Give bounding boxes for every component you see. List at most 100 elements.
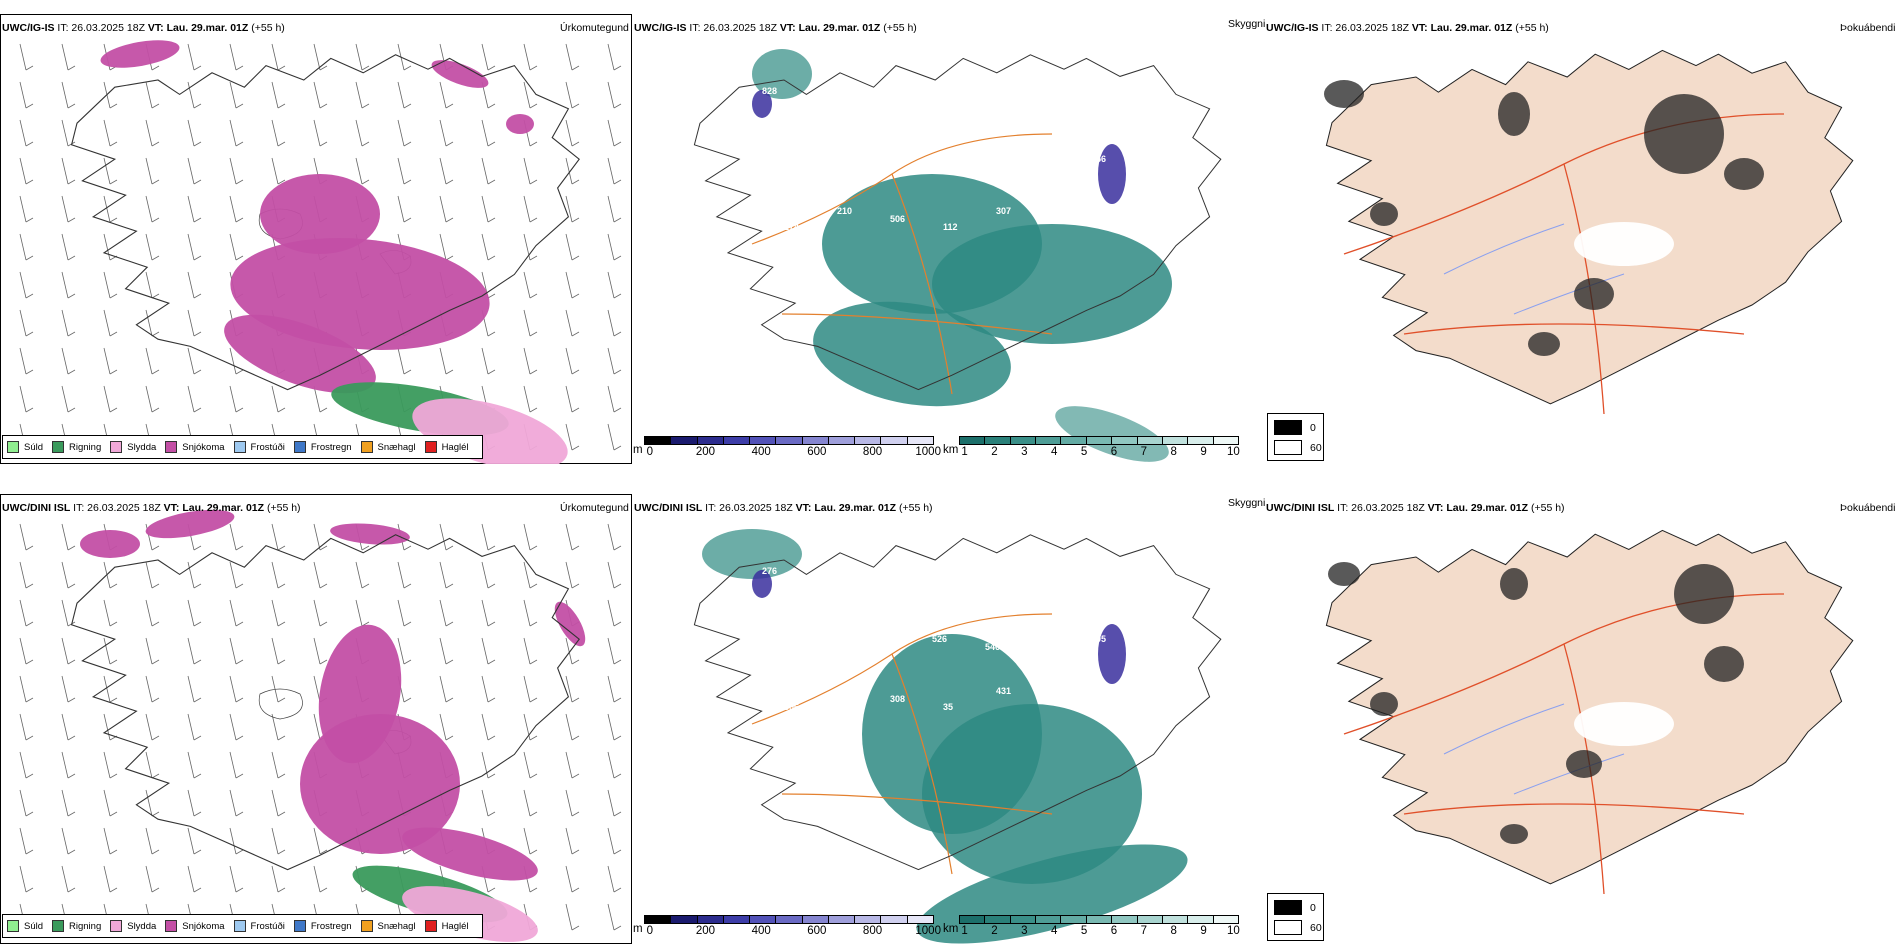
wind-barb-flag xyxy=(613,141,622,147)
wind-barb xyxy=(19,751,27,779)
wind-barb xyxy=(145,271,153,299)
cloud-base-colorbar: m 0 200 400 600 800 1000 xyxy=(633,436,941,460)
fog-legend-swatch xyxy=(1274,920,1302,935)
wind-barb-flag xyxy=(319,583,328,589)
fog-legend-swatch xyxy=(1274,900,1302,915)
colorbar-tick-label: 7 xyxy=(1140,925,1147,937)
wind-barb xyxy=(61,675,69,703)
model-name: UWC/IG-IS xyxy=(1266,22,1319,34)
area-blob xyxy=(1644,94,1724,174)
cloud-height-label: 112 xyxy=(943,222,958,232)
wind-barb-flag xyxy=(613,773,622,779)
legend-item: Rigning xyxy=(52,920,101,932)
wind-barb-flag xyxy=(25,621,34,627)
wind-barb-flag xyxy=(109,887,118,893)
wind-barb xyxy=(565,903,573,931)
colorbar-tick-label: 1 xyxy=(961,446,968,458)
wind-barb-flag xyxy=(235,849,244,855)
legend-item: Slydda xyxy=(110,441,156,453)
wind-barb xyxy=(607,599,615,627)
cloud-height-label: 376 xyxy=(1027,102,1042,112)
wind-barb-flag xyxy=(487,659,496,665)
wind-barb-flag xyxy=(571,369,580,375)
wind-barb xyxy=(19,713,27,741)
wind-barb xyxy=(61,789,69,817)
cloud-height-label: 134 xyxy=(815,574,830,584)
wind-barb-flag xyxy=(277,407,286,413)
wind-barb-flag xyxy=(151,887,160,893)
wind-barb xyxy=(229,789,237,817)
wind-barb xyxy=(607,637,615,665)
wind-barb xyxy=(565,43,573,71)
area-blob xyxy=(932,224,1172,344)
legend-swatch xyxy=(293,441,306,453)
legend-swatch xyxy=(52,920,65,932)
wind-barb-flag xyxy=(67,773,76,779)
wind-barb-flag xyxy=(571,849,580,855)
cloud-height-label: 430 xyxy=(815,94,830,104)
cloud-height-label: 740 xyxy=(773,634,788,644)
wind-barb-flag xyxy=(529,583,538,589)
wind-barb xyxy=(187,561,195,589)
wind-barb-flag xyxy=(613,697,622,703)
precip-panel-title: Úrkomutegund xyxy=(560,502,629,514)
wind-barb-flag xyxy=(571,103,580,109)
wind-barb xyxy=(481,523,489,551)
wind-barb xyxy=(103,309,111,337)
cloud-height-label: 353 xyxy=(985,162,1000,172)
wind-barb-flag xyxy=(403,179,412,185)
wind-barb xyxy=(565,423,573,451)
wind-barb xyxy=(607,751,615,779)
wind-barb xyxy=(19,561,27,589)
wind-barb-flag xyxy=(67,103,76,109)
cloud-height-label: 394 xyxy=(773,154,788,164)
wind-barb-flag xyxy=(193,583,202,589)
fog-panel-title: Þokuábendi xyxy=(1840,502,1896,514)
wind-barb xyxy=(607,43,615,71)
row2-fog-panel xyxy=(1264,494,1900,944)
river-network xyxy=(1443,703,1625,795)
wind-barb-flag xyxy=(487,179,496,185)
wind-barb xyxy=(565,233,573,261)
valid-time: VT: Lau. 29.mar. 01Z xyxy=(163,502,265,514)
colorbar-segment xyxy=(1061,916,1087,923)
wind-barb xyxy=(61,347,69,375)
row1-fog-header: UWC/IG-IS IT: 26.03.2025 18Z VT: Lau. 29… xyxy=(1266,22,1549,34)
wind-barb xyxy=(145,561,153,589)
colorbar-segment xyxy=(960,916,986,923)
valid-time: VT: Lau. 29.mar. 01Z xyxy=(1427,502,1529,514)
iceland-coastline xyxy=(693,534,1222,871)
wind-barb-flag xyxy=(319,65,328,71)
legend-item: Haglél xyxy=(424,441,469,453)
wind-barb xyxy=(481,195,489,223)
init-time: IT: 26.03.2025 18Z xyxy=(689,22,777,34)
wind-barb-flag xyxy=(193,735,202,741)
wind-barb-flag xyxy=(529,217,538,223)
wind-barb xyxy=(103,713,111,741)
area-blob xyxy=(1498,92,1530,136)
wind-barb-flag xyxy=(487,735,496,741)
wind-barb xyxy=(229,385,237,413)
colorbar-tick-label: 4 xyxy=(1050,925,1058,937)
area-blob xyxy=(1574,222,1674,266)
colorbar-segment xyxy=(1162,916,1189,923)
wind-barb-flag xyxy=(613,887,622,893)
cloud-height-label: 431 xyxy=(996,686,1011,696)
wind-barb xyxy=(145,713,153,741)
iceland-land xyxy=(1325,49,1854,405)
iceland-coastline xyxy=(70,54,580,391)
cloud-height-label: 276 xyxy=(762,566,777,576)
wind-barb-flag xyxy=(25,545,34,551)
wind-barb xyxy=(187,43,195,71)
wind-barb-flag xyxy=(487,255,496,261)
wind-barb xyxy=(229,827,237,855)
wind-barb-flag xyxy=(235,583,244,589)
wind-barb-flag xyxy=(151,65,160,71)
wind-barb xyxy=(19,789,27,817)
wind-barb-flag xyxy=(67,697,76,703)
area-blob xyxy=(80,530,140,558)
wind-barb xyxy=(355,599,363,627)
wind-barb xyxy=(607,195,615,223)
legend-label: Frostregn xyxy=(310,441,352,453)
wind-barb xyxy=(187,751,195,779)
